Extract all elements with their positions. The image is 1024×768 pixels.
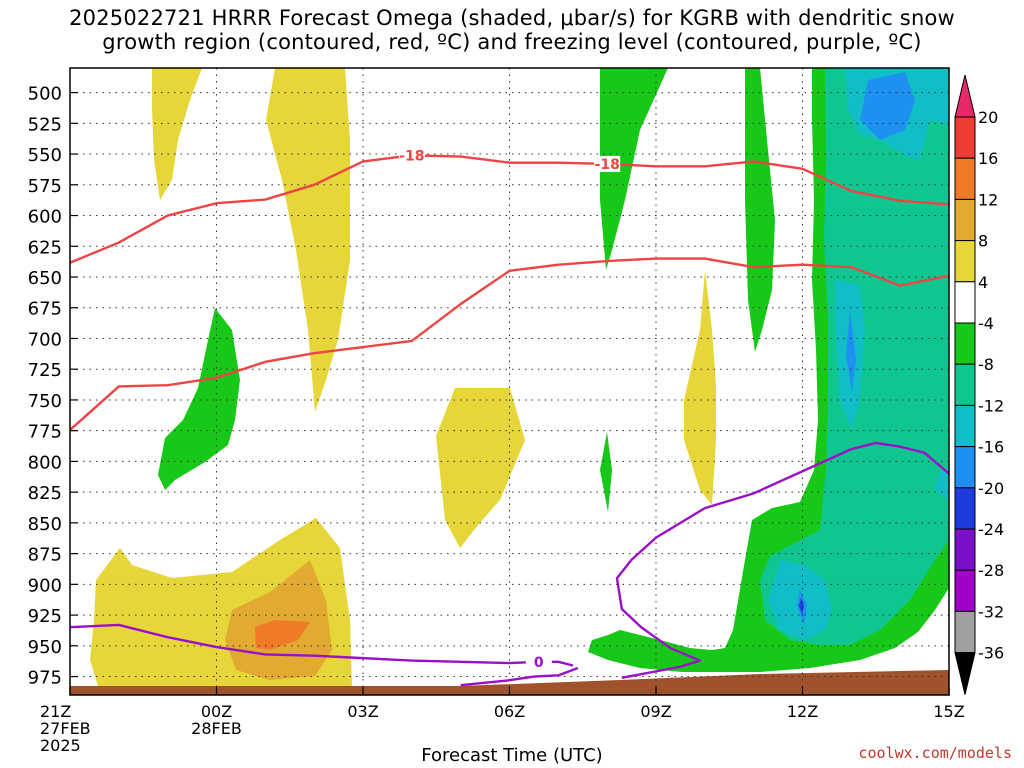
- y-tick-label: 875: [28, 545, 62, 566]
- omega-positive-region: [255, 620, 310, 650]
- y-tick-label: 650: [28, 268, 62, 289]
- colorbar-label: -16: [978, 438, 1004, 457]
- y-tick-label: 775: [28, 422, 62, 443]
- y-tick-label: 550: [28, 145, 62, 166]
- contour-line: [460, 666, 579, 687]
- omega-positive-region: [266, 68, 350, 412]
- y-tick-label: 575: [28, 176, 62, 197]
- colorbar-swatch: [954, 281, 976, 324]
- colorbar-swatch: [954, 569, 976, 612]
- y-tick-label: 900: [28, 575, 62, 596]
- omega-negative-region: [158, 308, 240, 490]
- colorbar-label: 4: [978, 273, 988, 292]
- colorbar-label: -24: [978, 520, 1004, 539]
- x-tick-label: 21Z: [40, 702, 71, 721]
- colorbar-label: 16: [978, 149, 998, 168]
- y-tick-label: 700: [28, 329, 62, 350]
- x-tick-label: 03Z: [347, 702, 378, 721]
- y-tick-label: 925: [28, 606, 62, 627]
- contour-label: -18: [399, 148, 424, 164]
- omega-positive-region: [152, 68, 202, 200]
- contour-line: [70, 154, 949, 264]
- colorbar-label: -4: [978, 314, 994, 333]
- x-tick-label: 00Z: [201, 702, 232, 721]
- x-tick-label: 27FEB: [40, 719, 91, 738]
- colorbar: 20 16 12 8 4 -4 -8 -12 -16 -20 -24 -28 -32 -36: [954, 74, 1004, 695]
- omega-negative-region: [860, 72, 915, 140]
- colorbar-swatch: [954, 610, 976, 654]
- colorbar-swatch: [954, 198, 976, 242]
- colorbar-swatch: [954, 487, 976, 530]
- y-tick-label: 825: [28, 483, 62, 504]
- contours: -18 -18 0: [70, 147, 949, 687]
- omega-negative-region: [799, 598, 804, 614]
- x-tick-label: 12Z: [787, 702, 818, 721]
- contour-label: 0: [534, 655, 544, 671]
- y-tick-label: 800: [28, 452, 62, 473]
- colorbar-label: 12: [978, 190, 998, 209]
- y-tick-label: 500: [28, 84, 62, 105]
- colorbar-swatch: [954, 528, 976, 571]
- y-axis: 500 525 550 575 600 625 650 675 700 725 750 775 800 8…: [28, 84, 78, 689]
- contour-label-bg: [525, 653, 552, 670]
- x-axis-title: Forecast Time (UTC): [421, 745, 603, 766]
- y-tick-label: 625: [28, 237, 62, 258]
- colorbar-label: 20: [978, 108, 998, 127]
- colorbar-label: 8: [978, 232, 988, 251]
- chart-title: 2025022721 HRRR Forecast Omega (shaded, …: [0, 6, 1024, 54]
- colorbar-swatch: [954, 446, 976, 489]
- omega-positive-region: [225, 560, 332, 680]
- x-tick-label: 09Z: [640, 702, 671, 721]
- omega-negative-region: [600, 432, 612, 512]
- contour-label: -18: [595, 157, 620, 173]
- colorbar-label: -8: [978, 355, 994, 374]
- contour-line: [70, 257, 949, 432]
- colorbar-label: -12: [978, 396, 1004, 415]
- colorbar-swatch: [954, 74, 976, 118]
- chart-title-line-2: growth region (contoured, red, ºC) and f…: [102, 30, 922, 54]
- x-tick-label: 28FEB: [191, 719, 242, 738]
- terrain: [70, 670, 949, 695]
- omega-positive-region: [684, 270, 716, 505]
- y-tick-label: 525: [28, 114, 62, 135]
- colorbar-label: -36: [978, 644, 1004, 663]
- plot-area: -18 -18 0: [69, 67, 950, 696]
- y-tick-label: 600: [28, 207, 62, 228]
- colorbar-swatch: [954, 157, 976, 200]
- colorbar-label: -28: [978, 561, 1004, 580]
- y-tick-label: 850: [28, 514, 62, 535]
- y-tick-label: 725: [28, 360, 62, 381]
- contour-line: [615, 441, 949, 679]
- x-tick-label: 15Z: [933, 702, 964, 721]
- colorbar-label: -20: [978, 479, 1004, 498]
- omega-negative-region: [600, 68, 668, 270]
- y-tick-label: 750: [28, 391, 62, 412]
- colorbar-label: -32: [978, 602, 1004, 621]
- x-tick-label: 06Z: [494, 702, 525, 721]
- colorbar-swatch: [954, 240, 976, 283]
- contour-label-bg: [398, 147, 425, 164]
- omega-negative-region: [745, 68, 775, 352]
- credit-text: coolwx.com/models: [858, 744, 1012, 762]
- colorbar-swatch: [954, 652, 976, 695]
- omega-positive-region: [436, 388, 525, 548]
- contour-label-bg: [594, 155, 621, 172]
- colorbar-swatch: [954, 322, 976, 365]
- omega-shading: [70, 68, 949, 688]
- y-tick-label: 975: [28, 668, 62, 689]
- colorbar-swatch: [954, 404, 976, 448]
- omega-negative-region: [846, 310, 856, 392]
- chart-title-line-1: 2025022721 HRRR Forecast Omega (shaded, …: [69, 6, 955, 30]
- colorbar-swatch: [954, 116, 976, 159]
- omega-negative-region: [935, 468, 949, 500]
- colorbar-swatch: [954, 363, 976, 406]
- x-tick-label: 2025: [40, 736, 81, 755]
- y-tick-label: 950: [28, 637, 62, 658]
- y-tick-label: 675: [28, 299, 62, 320]
